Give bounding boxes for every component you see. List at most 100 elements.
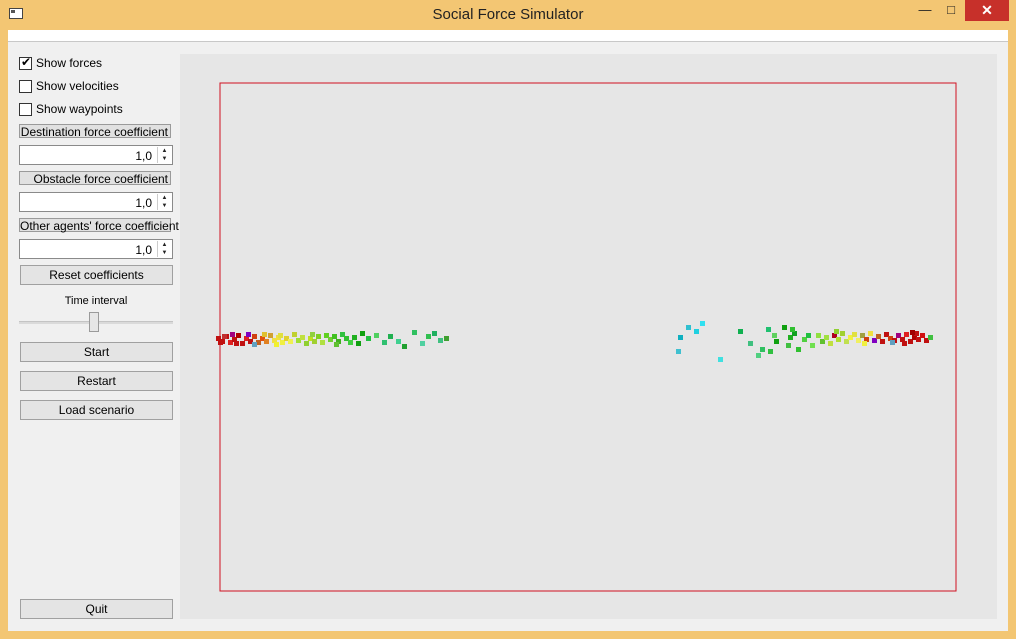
agent-marker — [324, 333, 329, 338]
agent-marker — [252, 334, 257, 339]
agent-marker — [900, 337, 905, 342]
agent-marker — [396, 339, 401, 344]
agent-marker — [718, 357, 723, 362]
agent-marker — [432, 331, 437, 336]
agent-marker — [334, 342, 339, 347]
agent-marker — [438, 338, 443, 343]
spin-up-icon[interactable]: ▲ — [161, 242, 168, 248]
time-interval-slider-handle[interactable] — [89, 312, 99, 332]
obstacle-force-value[interactable]: 1,0 — [135, 196, 152, 210]
agent-marker — [792, 331, 797, 336]
agent-marker — [352, 335, 357, 340]
other-agents-force-spinbox[interactable]: 1,0 ▲ ▼ — [19, 239, 173, 259]
agent-marker — [218, 340, 223, 345]
agent-marker — [274, 342, 279, 347]
agent-marker — [772, 333, 777, 338]
obstacle-force-spinbox[interactable]: 1,0 ▲ ▼ — [19, 192, 173, 212]
agent-marker — [244, 336, 249, 341]
agent-marker — [420, 341, 425, 346]
agent-marker — [756, 353, 761, 358]
agent-marker — [240, 341, 245, 346]
agent-marker — [296, 338, 301, 343]
agent-marker — [790, 327, 795, 332]
agent-marker — [252, 342, 257, 347]
agent-marker — [308, 336, 313, 341]
agent-marker — [284, 336, 289, 341]
agent-marker — [848, 335, 853, 340]
agent-marker — [760, 347, 765, 352]
agent-marker — [248, 339, 253, 344]
obstacle-force-header: Obstacle force coefficient — [19, 171, 171, 186]
agent-marker — [262, 332, 267, 337]
close-button[interactable]: ✕ — [965, 0, 1009, 21]
agent-marker — [910, 330, 915, 335]
agent-marker — [834, 329, 839, 334]
title-bar[interactable]: Social Force Simulator — □ ✕ — [0, 0, 1016, 30]
agent-marker — [444, 336, 449, 341]
other-agents-force-value[interactable]: 1,0 — [135, 243, 152, 257]
start-button[interactable]: Start — [20, 342, 173, 362]
agent-marker — [312, 339, 317, 344]
simulation-canvas[interactable] — [180, 54, 997, 619]
quit-button[interactable]: Quit — [20, 599, 173, 619]
agent-marker — [920, 333, 925, 338]
checkbox-box[interactable] — [19, 103, 32, 116]
destination-force-header: Destination force coefficient — [19, 124, 171, 139]
show-velocities-label: Show velocities — [36, 79, 119, 93]
restart-button[interactable]: Restart — [20, 371, 173, 391]
menu-bar — [8, 30, 1008, 42]
agent-marker — [336, 339, 341, 344]
agent-marker — [686, 325, 691, 330]
spin-down-icon[interactable]: ▼ — [161, 250, 168, 256]
agent-marker — [768, 349, 773, 354]
other-agents-force-header: Other agents' force coefficient — [19, 218, 179, 233]
checkbox-box[interactable] — [19, 80, 32, 93]
agent-marker — [828, 341, 833, 346]
agent-marker — [374, 333, 379, 338]
reset-coefficients-button[interactable]: Reset coefficients — [20, 265, 173, 285]
agent-marker — [738, 329, 743, 334]
agent-marker — [304, 341, 309, 346]
agents-layer — [216, 321, 933, 362]
spin-down-icon[interactable]: ▼ — [161, 203, 168, 209]
agent-marker — [862, 341, 867, 346]
agent-marker — [748, 341, 753, 346]
maximize-button[interactable]: □ — [947, 2, 955, 17]
spin-down-icon[interactable]: ▼ — [161, 156, 168, 162]
spin-up-icon[interactable]: ▲ — [161, 148, 168, 154]
agent-marker — [300, 335, 305, 340]
agent-marker — [876, 334, 881, 339]
agent-marker — [272, 338, 277, 343]
app-icon[interactable] — [9, 8, 23, 19]
destination-force-spinbox[interactable]: 1,0 ▲ ▼ — [19, 145, 173, 165]
agent-marker — [928, 335, 933, 340]
agent-marker — [228, 340, 233, 345]
spin-arrows[interactable]: ▲ ▼ — [157, 241, 171, 257]
spin-arrows[interactable]: ▲ ▼ — [157, 194, 171, 210]
agent-marker — [360, 331, 365, 336]
show-waypoints-label: Show waypoints — [36, 102, 123, 116]
spin-up-icon[interactable]: ▲ — [161, 195, 168, 201]
agent-marker — [916, 337, 921, 342]
agent-marker — [896, 333, 901, 338]
agent-marker — [904, 332, 909, 337]
destination-force-value[interactable]: 1,0 — [135, 149, 152, 163]
agent-marker — [366, 336, 371, 341]
agent-marker — [264, 339, 269, 344]
spin-arrows[interactable]: ▲ ▼ — [157, 147, 171, 163]
minimize-button[interactable]: — — [918, 2, 932, 17]
agent-marker — [844, 339, 849, 344]
agent-marker — [256, 340, 261, 345]
agent-marker — [880, 339, 885, 344]
checkbox-box[interactable]: ✔ — [19, 55, 32, 70]
agent-marker — [216, 336, 221, 341]
agent-marker — [278, 333, 283, 338]
agent-marker — [774, 339, 779, 344]
agent-marker — [788, 335, 793, 340]
agent-marker — [402, 344, 407, 349]
load-scenario-button[interactable]: Load scenario — [20, 400, 173, 420]
agent-marker — [246, 332, 251, 337]
agent-marker — [840, 331, 845, 336]
agent-marker — [864, 337, 869, 342]
